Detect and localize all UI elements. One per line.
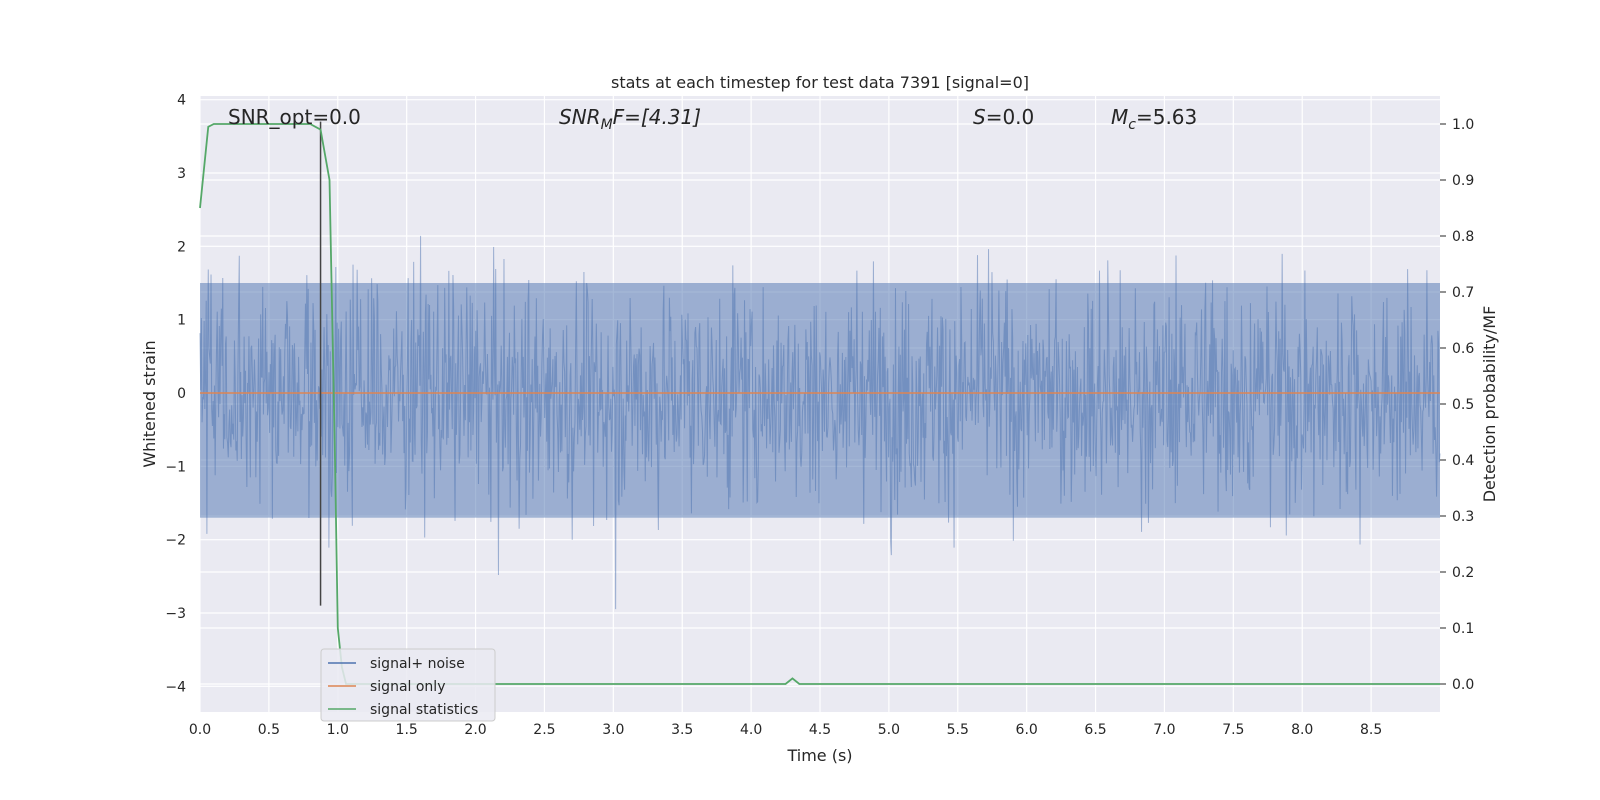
y-right-tick-label: 1.0 xyxy=(1452,117,1474,133)
y-right-tick-label: 0.7 xyxy=(1452,285,1474,301)
y-left-tick-label: 0 xyxy=(177,386,186,402)
x-axis-label: Time (s) xyxy=(786,746,852,765)
x-tick-label: 8.5 xyxy=(1360,722,1382,738)
legend: signal+ noise signal only signal statist… xyxy=(320,648,496,722)
y-right-tick-label: 0.2 xyxy=(1452,565,1474,581)
x-tick-label: 3.5 xyxy=(671,722,693,738)
y-right-tick-label: 0.1 xyxy=(1452,621,1474,637)
legend-label-signal-only: signal only xyxy=(370,679,445,695)
right-y-axis-ticks: 0.0 0.1 0.2 0.3 0.4 0.5 0.6 0.7 0.8 0.9 1.0 xyxy=(1440,117,1474,693)
y-left-tick-label: −1 xyxy=(165,459,186,475)
y-right-tick-label: 0.4 xyxy=(1452,453,1474,469)
chart-title: stats at each timestep for test data 739… xyxy=(611,73,1029,92)
legend-label-signal-statistics: signal statistics xyxy=(370,702,478,718)
y-right-tick-label: 0.5 xyxy=(1452,397,1474,413)
y-right-tick-label: 0.0 xyxy=(1452,677,1474,693)
right-y-axis-label: Detection probability/MF xyxy=(1480,306,1499,503)
y-right-tick-label: 0.8 xyxy=(1452,229,1474,245)
y-right-tick-label: 0.9 xyxy=(1452,173,1474,189)
s-annotation: S=0.0 xyxy=(973,105,1034,129)
x-tick-label: 3.0 xyxy=(602,722,624,738)
y-left-tick-label: 4 xyxy=(177,93,186,109)
legend-box xyxy=(320,648,496,722)
y-left-tick-label: −3 xyxy=(165,606,186,622)
x-tick-label: 6.5 xyxy=(1084,722,1106,738)
x-tick-label: 8.0 xyxy=(1291,722,1313,738)
signal-statistics-line xyxy=(199,123,1440,685)
x-axis-ticks: 0.0 0.5 1.0 1.5 2.0 2.5 3.0 3.5 4.0 4.5 5.0 5.5 6.0 6… xyxy=(189,722,1382,738)
x-tick-label: 2.0 xyxy=(464,722,486,738)
x-tick-label: 0.5 xyxy=(258,722,280,738)
x-tick-label: 7.5 xyxy=(1222,722,1244,738)
x-tick-label: 2.5 xyxy=(533,722,555,738)
left-y-axis-ticks: −4 −3 −2 −1 0 1 2 3 4 xyxy=(165,93,186,696)
y-right-tick-label: 0.6 xyxy=(1452,341,1474,357)
x-tick-label: 4.5 xyxy=(809,722,831,738)
y-left-tick-label: 2 xyxy=(177,239,186,255)
snr-opt-annotation: SNR_opt=0.0 xyxy=(228,105,361,129)
signal-statistics-series xyxy=(199,123,1440,685)
x-tick-label: 0.0 xyxy=(189,722,211,738)
y-left-tick-label: 1 xyxy=(177,313,186,329)
mc-annotation: Mc=5.63 xyxy=(1111,105,1197,133)
x-tick-label: 4.0 xyxy=(740,722,762,738)
x-tick-label: 6.0 xyxy=(1016,722,1038,738)
signal-plus-noise-line xyxy=(199,235,1441,610)
signal-plus-noise-series xyxy=(199,235,1441,610)
x-tick-label: 1.0 xyxy=(327,722,349,738)
y-left-tick-label: 3 xyxy=(177,166,186,182)
y-left-tick-label: −2 xyxy=(165,533,186,549)
y-left-tick-label: −4 xyxy=(165,679,186,695)
x-tick-label: 5.5 xyxy=(947,722,969,738)
x-tick-label: 5.0 xyxy=(878,722,900,738)
snr-mf-annotation: SNRMF=[4.31] xyxy=(559,105,701,133)
legend-label-signal-plus-noise: signal+ noise xyxy=(370,656,465,672)
left-y-axis-label: Whitened strain xyxy=(140,340,159,467)
x-tick-label: 1.5 xyxy=(396,722,418,738)
x-tick-label: 7.0 xyxy=(1153,722,1175,738)
y-right-tick-label: 0.3 xyxy=(1452,509,1474,525)
